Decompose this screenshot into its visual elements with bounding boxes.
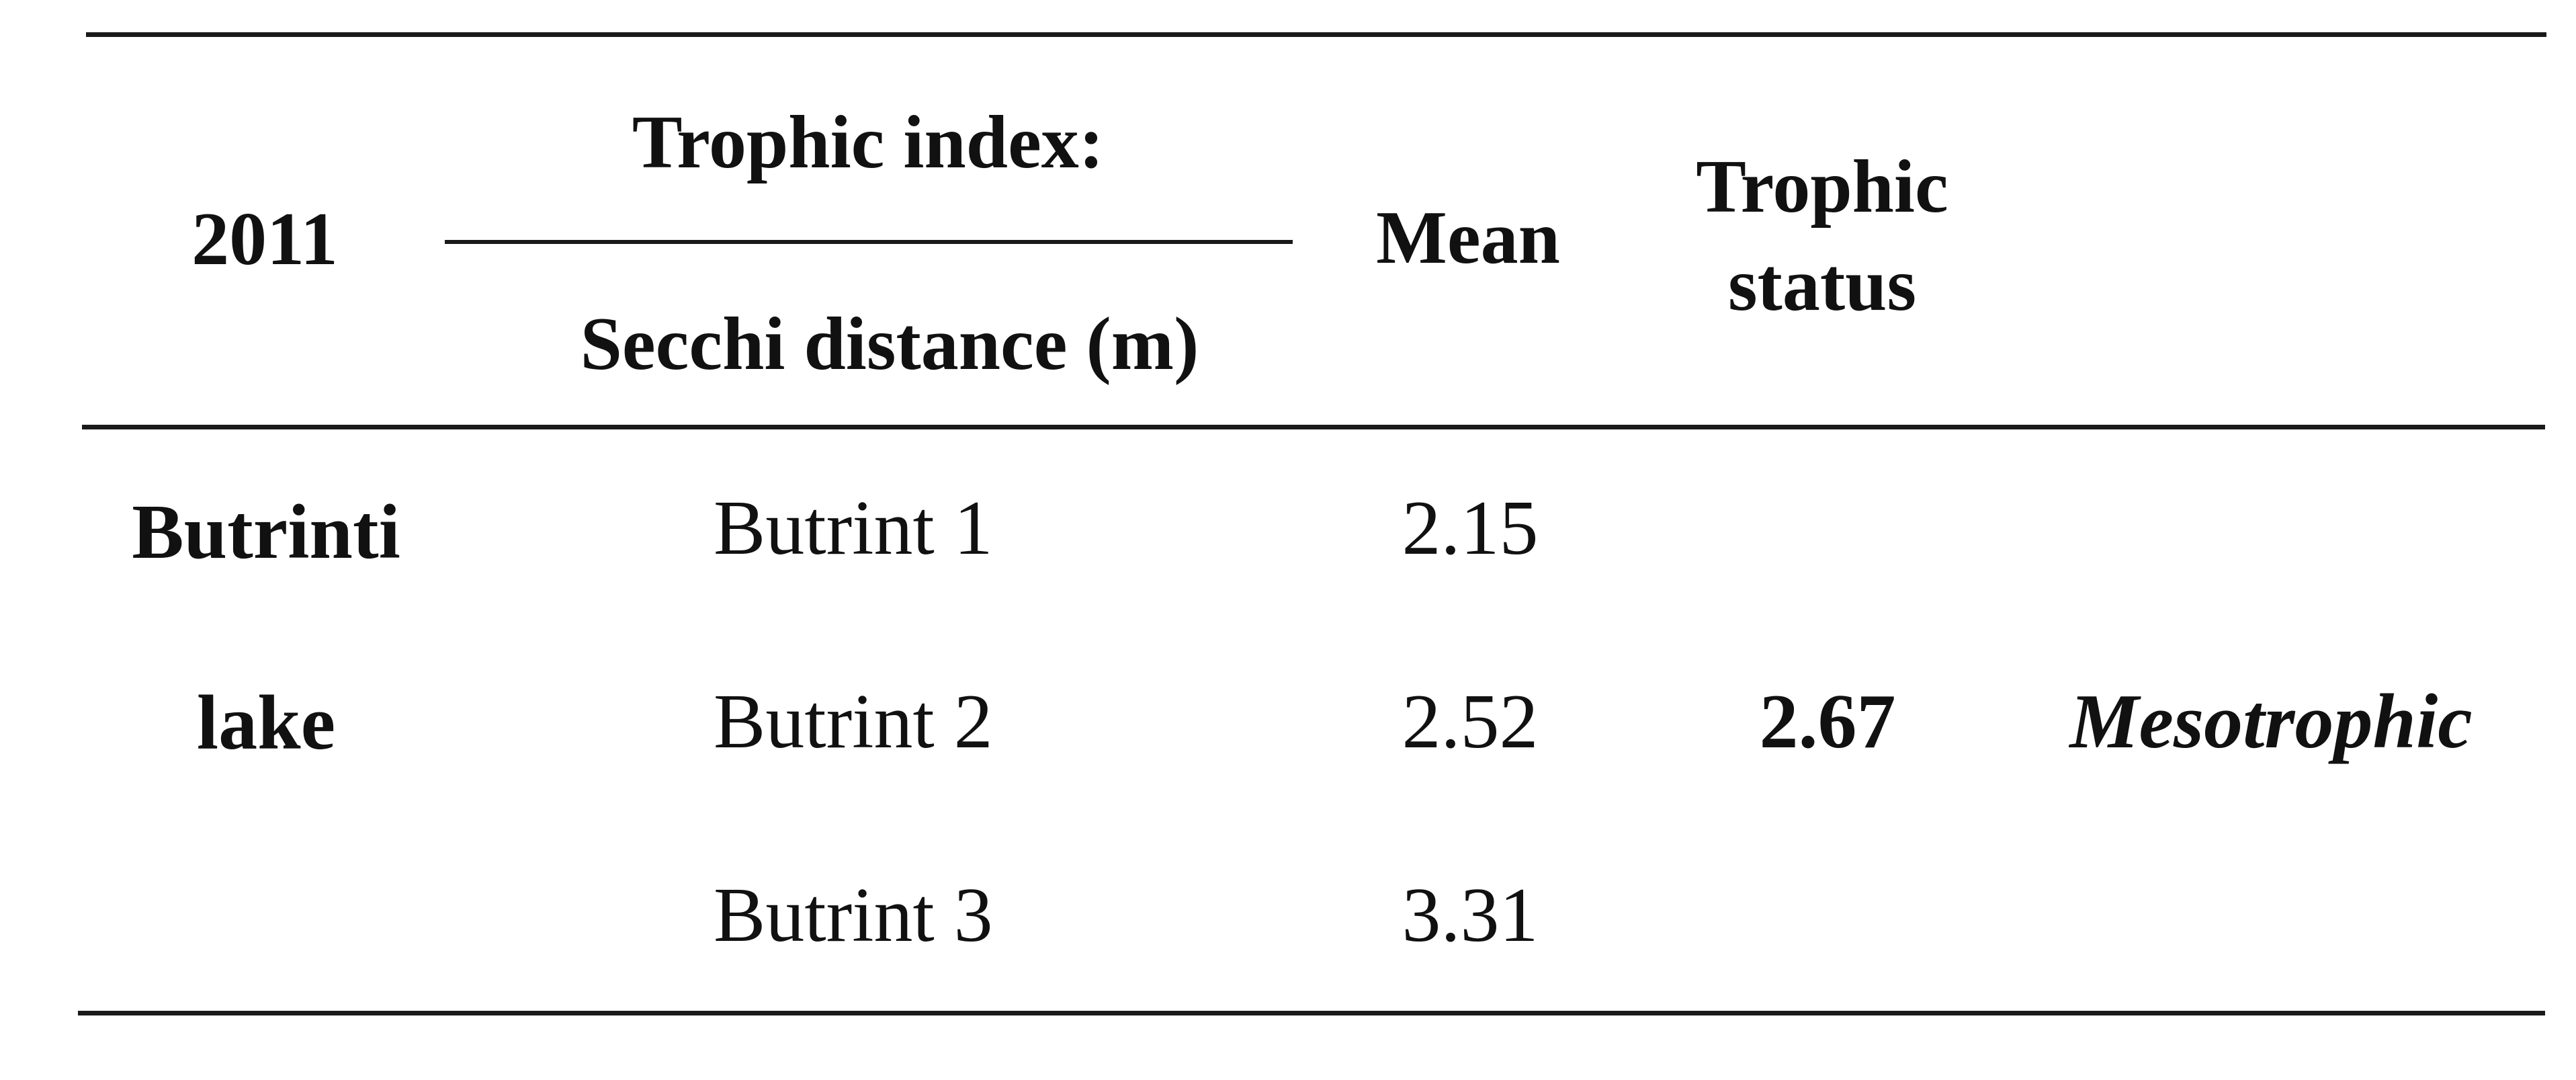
value-butrint-2: 2.52 (1402, 679, 1539, 765)
value-butrint-1: 2.15 (1402, 485, 1539, 571)
header-trophic-status-line2: status (1727, 243, 1917, 327)
station-butrint-1: Butrint 1 (714, 485, 993, 571)
header-sub-rule (445, 240, 1293, 244)
header-trophic-status-line1: Trophic (1696, 145, 1948, 229)
header-trophic-index: Trophic index: (632, 101, 1105, 184)
table-top-rule (86, 32, 2546, 37)
station-butrint-2: Butrint 2 (714, 679, 993, 765)
mean-value: 2.67 (1759, 679, 1896, 765)
trophic-status-value: Mesotrophic (2069, 679, 2473, 765)
table-bottom-rule (78, 1011, 2545, 1015)
header-bottom-rule (82, 425, 2545, 429)
header-secchi-distance: Secchi distance (m) (580, 302, 1199, 386)
header-year: 2011 (191, 198, 338, 281)
site-label-line2: lake (196, 680, 336, 766)
station-butrint-3: Butrint 3 (714, 872, 993, 958)
value-butrint-3: 3.31 (1402, 872, 1539, 958)
site-label-line1: Butrinti (132, 489, 400, 575)
header-mean: Mean (1376, 196, 1560, 280)
